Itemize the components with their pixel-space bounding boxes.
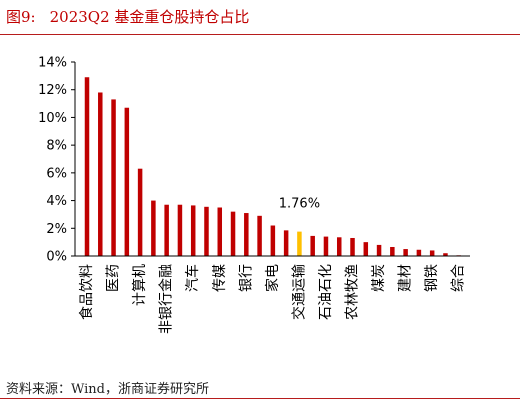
category-labels: 食品饮料 医药 计算机 非银行金融 汽车 传媒 银行 家电 交通运输 石油石化 农林牧渔 煤炭 建材 钢铁… — [78, 264, 467, 334]
bar — [376, 244, 382, 256]
x-tick-label: 汽车 — [184, 264, 201, 292]
y-tick-label: 0% — [46, 250, 67, 265]
x-tick-label: 非银行金融 — [159, 264, 175, 334]
footer-divider — [0, 398, 520, 399]
y-tick-label: 8% — [46, 139, 67, 154]
bar — [177, 204, 183, 256]
bar — [257, 215, 262, 256]
bar — [164, 204, 169, 256]
bar — [190, 205, 196, 256]
x-tick-label: 家电 — [264, 264, 281, 292]
bar — [416, 249, 422, 256]
bar — [204, 206, 209, 256]
bar — [336, 237, 342, 256]
bar — [230, 211, 236, 256]
bar — [124, 107, 130, 256]
x-tick-label: 煤炭 — [371, 264, 387, 292]
x-tick-label: 石油石化 — [318, 264, 334, 320]
bar — [390, 246, 395, 256]
bar — [323, 236, 329, 256]
y-tick-label: 6% — [46, 166, 67, 181]
y-tick-label: 2% — [46, 222, 67, 237]
x-tick-label: 钢铁 — [424, 264, 440, 292]
bar — [310, 235, 315, 256]
bar — [429, 250, 435, 256]
bar — [350, 237, 355, 256]
bars: 1.76% — [84, 77, 461, 257]
bar — [98, 92, 103, 256]
title-bar: 图9: 2023Q2 基金重仓股持仓占比 — [0, 0, 520, 35]
x-tick-label: 建材 — [398, 264, 414, 292]
x-tick-label: 综合 — [451, 264, 467, 292]
title-text: 2023Q2 基金重仓股持仓占比 — [49, 8, 250, 26]
x-tick-label: 农林牧渔 — [345, 264, 361, 320]
x-tick-label: 食品饮料 — [78, 264, 95, 320]
bar — [283, 230, 289, 256]
x-tick-label: 计算机 — [132, 264, 148, 306]
bar — [403, 249, 408, 256]
bar — [84, 77, 90, 256]
y-axis: 0% 2% 4% 6% 8% 10% 12% 14% — [38, 56, 76, 265]
bar — [270, 225, 276, 256]
figure-label: 图9: — [6, 8, 36, 26]
x-tick-label: 交通运输 — [290, 264, 307, 320]
y-tick-label: 4% — [46, 194, 67, 209]
bar — [217, 207, 223, 256]
bar — [363, 242, 369, 256]
y-tick-label: 12% — [38, 83, 67, 98]
bar — [297, 231, 302, 256]
x-tick-label: 银行 — [238, 264, 254, 292]
x-tick-label: 医药 — [106, 264, 122, 292]
bar — [111, 99, 116, 257]
bar — [137, 168, 143, 256]
chart-title: 图9: 2023Q2 基金重仓股持仓占比 — [6, 6, 263, 27]
bar — [443, 253, 448, 256]
bar — [151, 200, 156, 256]
x-tick-label: 传媒 — [212, 264, 228, 292]
y-tick-label: 14% — [38, 56, 67, 71]
bar — [244, 213, 249, 256]
data-label: 1.76% — [279, 197, 320, 212]
y-tick-label: 10% — [38, 111, 67, 126]
source-note: 资料来源：Wind，浙商证券研究所 — [6, 382, 209, 397]
